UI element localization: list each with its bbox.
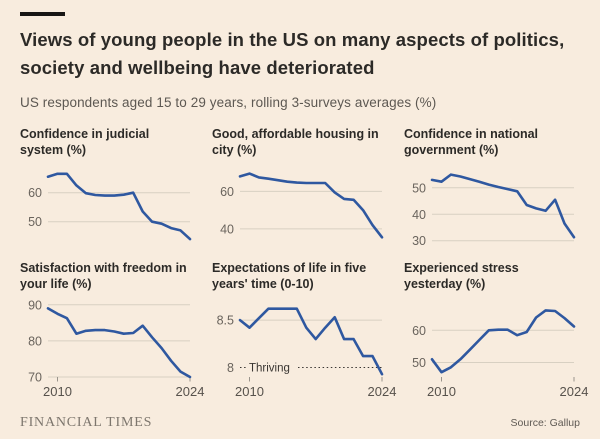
line-chart-national-government: 50 40 30: [412, 173, 576, 248]
svg-text:50: 50: [28, 215, 42, 229]
svg-text:90: 90: [28, 298, 42, 312]
svg-text:2024: 2024: [176, 384, 205, 399]
accent-bar: [20, 12, 65, 16]
svg-text:50: 50: [412, 356, 426, 370]
page-title: Views of young people in the US on many …: [20, 29, 565, 78]
svg-text:2010: 2010: [427, 384, 456, 399]
chart-panel-national-government: Confidence in national government (%) 50…: [404, 126, 580, 248]
chart-title-expectations: Expectations of life in five years' time…: [212, 261, 367, 292]
svg-text:60: 60: [220, 185, 234, 199]
line-chart-life-expectations: 8.5 8 Thriving 2010 2024: [217, 306, 396, 399]
svg-text:80: 80: [28, 334, 42, 348]
svg-text:2024: 2024: [560, 384, 589, 399]
chart-title-government: Confidence in national government (%): [404, 126, 539, 157]
svg-text:8.5: 8.5: [217, 313, 234, 327]
chart-title-freedom: Satisfaction with freedom in your life (…: [20, 261, 187, 292]
chart-panel-stress: Experienced stress yesterday (%) 60 50 201…: [404, 260, 588, 407]
chart-panel-affordable-housing: Good, affordable housing in city (%) 60 4…: [212, 126, 388, 249]
line-chart-affordable-housing: 60 40: [220, 172, 384, 239]
svg-text:70: 70: [28, 370, 42, 384]
svg-text:2010: 2010: [235, 384, 264, 399]
chart-panel-judicial-confidence: Confidence in judicial system (%) 60 50: [20, 126, 196, 249]
svg-text:40: 40: [412, 208, 426, 222]
footer: FINANCIAL TIMES Source: Gallup: [20, 415, 580, 431]
svg-text:8: 8: [227, 361, 234, 375]
small-multiples-grid: Confidence in judicial system (%) 60 50 G…: [20, 126, 588, 407]
svg-text:2010: 2010: [43, 384, 72, 399]
chart-title-judicial: Confidence in judicial system (%): [20, 126, 150, 157]
svg-text:60: 60: [28, 186, 42, 200]
chart-panel-life-expectations: Expectations of life in five years' time…: [212, 260, 396, 407]
svg-text:50: 50: [412, 181, 426, 195]
chart-title-stress: Experienced stress yesterday (%): [404, 261, 519, 292]
chart-title-housing: Good, affordable housing in city (%): [212, 126, 379, 157]
svg-text:40: 40: [220, 222, 234, 236]
line-chart-judicial-confidence: 60 50: [28, 172, 192, 241]
financial-times-logo: FINANCIAL TIMES: [20, 414, 153, 430]
svg-text:60: 60: [412, 323, 426, 337]
svg-text:2024: 2024: [368, 384, 397, 399]
source-credit: Source: Gallup: [510, 416, 580, 429]
svg-text:30: 30: [412, 234, 426, 248]
chart-subtitle: US respondents aged 15 to 29 years, roll…: [20, 94, 437, 110]
svg-text:Thriving: Thriving: [249, 362, 290, 374]
chart-panel-freedom-satisfaction: Satisfaction with freedom in your life (…: [20, 260, 204, 407]
